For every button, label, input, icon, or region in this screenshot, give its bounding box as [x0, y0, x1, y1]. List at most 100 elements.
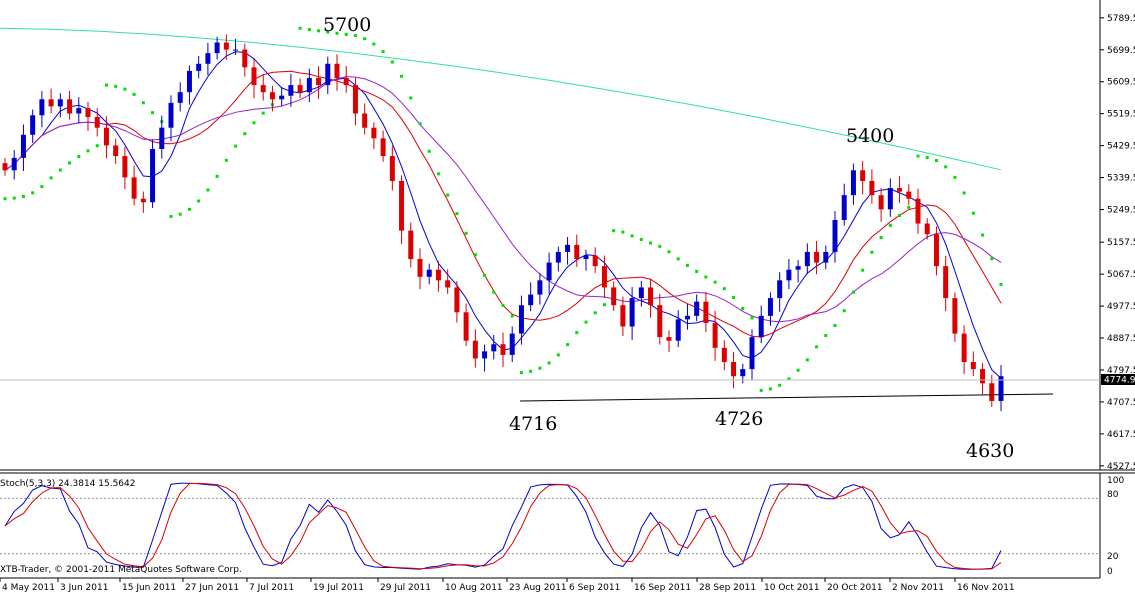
- candle-body: [675, 319, 681, 341]
- sar-dot: [732, 295, 736, 299]
- date-label: 29 Jul 2011: [380, 583, 431, 593]
- sar-dot: [400, 74, 404, 78]
- sar-dot: [132, 92, 136, 96]
- stoch-label: Stoch(5,3,3) 24.3814 15.5642: [0, 479, 135, 489]
- sar-dot: [483, 274, 487, 278]
- price-tick-label: 5429.5: [1107, 142, 1135, 152]
- sar-dot: [326, 30, 330, 34]
- sar-dot: [851, 290, 855, 294]
- sar-dot: [492, 290, 496, 294]
- sar-dot: [353, 34, 357, 38]
- date-label: 3 Jun 2011: [60, 583, 108, 593]
- sar-dot: [12, 196, 16, 200]
- candle-body: [325, 63, 331, 86]
- sar-dot: [372, 42, 376, 46]
- candle-body: [352, 85, 358, 114]
- candle-body: [454, 287, 460, 313]
- candle-body: [638, 287, 644, 299]
- sar-dot: [141, 101, 145, 105]
- time-axis-labels: 4 May 2011 3 Jun 2011 15 Jun 2011 27 Jun 20…: [0, 578, 1015, 593]
- candle-body: [159, 127, 165, 149]
- sar-dot: [436, 172, 440, 176]
- sar-dot: [685, 263, 689, 267]
- candle-body: [583, 255, 589, 260]
- sar-dot: [104, 83, 108, 87]
- sar-dot: [621, 230, 625, 234]
- candle-body: [186, 70, 192, 93]
- price-tick-label: 5249.5: [1107, 206, 1135, 216]
- sar-dot: [925, 155, 929, 159]
- candle-body: [279, 95, 285, 100]
- candle-body: [103, 127, 109, 146]
- price-tick-label: 5157.5: [1107, 238, 1135, 248]
- candle-body: [666, 337, 672, 341]
- current-price-box: [1101, 374, 1135, 385]
- candle-body: [288, 85, 294, 96]
- sar-dot: [815, 345, 819, 349]
- date-label: 19 Jul 2011: [313, 583, 364, 593]
- candle-body: [998, 376, 1004, 402]
- candle-body: [76, 108, 82, 114]
- sar-dot: [501, 303, 505, 307]
- candle-body: [906, 191, 912, 199]
- sar-dot: [49, 176, 53, 180]
- candle-body: [399, 180, 405, 231]
- candle-body: [389, 156, 395, 181]
- candle-body: [694, 301, 700, 316]
- sar-dot: [510, 314, 514, 318]
- candle-body: [57, 99, 63, 107]
- sar-dot: [833, 323, 837, 327]
- sar-dot: [261, 111, 265, 115]
- sar-dot: [944, 165, 948, 169]
- candle-body: [565, 244, 571, 252]
- price-tick-label: 5339.5: [1107, 174, 1135, 184]
- candle-body: [749, 337, 755, 370]
- candle-body: [980, 369, 986, 384]
- date-label: 2 Nov 2011: [892, 583, 944, 593]
- date-label: 20 Oct 2011: [827, 583, 883, 593]
- sar-dot: [187, 207, 191, 211]
- sar-dot: [861, 268, 865, 272]
- candle-body: [952, 298, 958, 334]
- candle-body: [214, 42, 220, 54]
- sar-dot: [907, 205, 911, 209]
- sar-dot: [335, 31, 339, 35]
- sar-dot: [842, 309, 846, 313]
- sar-dot: [547, 361, 551, 365]
- price-tick-label: 5609.5: [1107, 78, 1135, 88]
- candle-body: [887, 188, 893, 210]
- copyright-label: XTB-Trader, © 2001-2011 MetaQuotes Softw…: [0, 565, 242, 575]
- candle-body: [435, 269, 441, 281]
- sar-dot: [252, 121, 256, 125]
- candle-body: [168, 102, 174, 128]
- candle-body: [509, 333, 515, 355]
- candle-body: [933, 234, 939, 267]
- sar-dot: [298, 26, 302, 30]
- candle-body: [786, 269, 792, 281]
- candle-body: [684, 315, 690, 320]
- candle-body: [970, 361, 976, 370]
- sar-dot: [464, 231, 468, 235]
- candle-body: [223, 42, 229, 50]
- sar-dot: [21, 195, 25, 199]
- candle-body: [804, 251, 810, 267]
- annotation-low-2: 4726: [715, 408, 763, 430]
- stoch-tick-20: 20: [1107, 552, 1119, 562]
- sar-dot: [916, 154, 920, 158]
- date-label: 7 Jul 2011: [249, 583, 294, 593]
- candle-body: [943, 266, 949, 299]
- candle-body: [767, 298, 773, 316]
- sar-dot: [473, 253, 477, 257]
- candle-body: [242, 49, 248, 68]
- date-label: 23 Aug 2011: [509, 583, 567, 593]
- candle-body: [445, 280, 451, 288]
- sar-dot: [40, 185, 44, 189]
- date-label: 27 Jun 2011: [185, 583, 239, 593]
- sar-dot: [741, 306, 745, 310]
- sar-dot: [390, 60, 394, 64]
- candle-body: [334, 63, 340, 78]
- sar-dot: [344, 32, 348, 36]
- candle-body: [731, 361, 737, 377]
- ma-long-line: [0, 27, 1002, 171]
- sar-dot: [962, 191, 966, 195]
